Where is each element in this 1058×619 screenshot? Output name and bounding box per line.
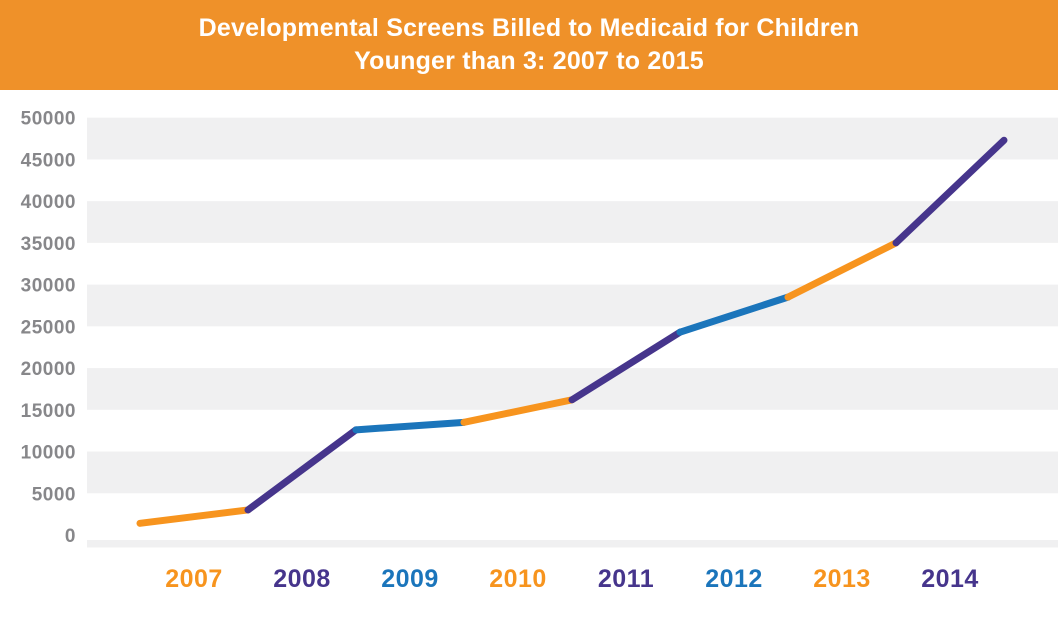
grid-band-below-zero — [87, 540, 1058, 548]
y-axis-tick-label: 15000 — [21, 401, 76, 422]
chart-title-line2: Younger than 3: 2007 to 2015 — [354, 47, 704, 75]
y-axis-tick-label: 50000 — [21, 109, 76, 130]
line-segment-2007 — [136, 506, 252, 527]
chart-title-line1: Developmental Screens Billed to Medicaid… — [198, 14, 860, 42]
x-axis-tick-label-2008: 2008 — [273, 565, 331, 593]
line-segment-2011 — [568, 328, 684, 404]
y-axis-tick-label: 35000 — [21, 234, 76, 255]
line-chart: 0 5000 10000 15000 20000 25000 30000 35000 40000… — [21, 109, 1058, 593]
x-axis-tick-label-2007: 2007 — [165, 565, 223, 593]
y-axis-tick-label: 0 — [65, 526, 76, 547]
x-axis-tick-label-2010: 2010 — [489, 565, 547, 593]
line-segment-2009 — [352, 418, 468, 434]
y-axis-tick-label: 30000 — [21, 276, 76, 297]
x-axis-tick-label-2009: 2009 — [381, 565, 439, 593]
y-axis-tick-label: 5000 — [32, 484, 76, 505]
y-axis-tick-label: 20000 — [21, 359, 76, 380]
x-axis-tick-label-2014: 2014 — [921, 565, 979, 593]
grid-band — [87, 451, 1058, 494]
line-segment-2014 — [892, 136, 1008, 247]
x-axis-tick-label-2013: 2013 — [813, 565, 871, 593]
grid-band — [87, 368, 1058, 410]
y-axis-tick-label: 45000 — [21, 150, 76, 171]
y-axis-tick-label: 40000 — [21, 192, 76, 213]
grid-band — [87, 117, 1058, 160]
line-segment-2008 — [244, 426, 360, 514]
grid-band — [87, 284, 1058, 327]
grid-band — [87, 201, 1058, 243]
chart-title-banner: Developmental Screens Billed to Medicaid… — [0, 0, 1058, 90]
x-axis-tick-label-2012: 2012 — [705, 565, 763, 593]
chart-area: 0 5000 10000 15000 20000 25000 30000 35000 40000… — [0, 90, 1058, 619]
y-axis-tick-label: 10000 — [21, 443, 76, 464]
line-segment-2013 — [784, 239, 900, 301]
x-axis-tick-label-2011: 2011 — [598, 565, 654, 593]
line-segment-2012 — [676, 293, 792, 336]
y-axis-tick-label: 25000 — [21, 317, 76, 338]
chart-title: Developmental Screens Billed to Medicaid… — [199, 12, 860, 78]
line-segment-2010 — [460, 396, 576, 426]
